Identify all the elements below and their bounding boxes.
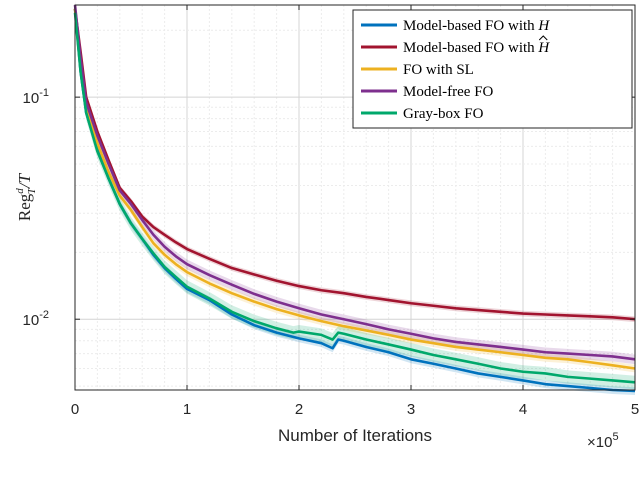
x-tick-label: 0: [71, 401, 79, 418]
confidence-bands: [75, 0, 635, 395]
series-line-1: [73, 8, 636, 321]
y-tick-label: 10-1: [23, 87, 49, 107]
legend-entry: FO with SL: [403, 62, 474, 78]
x-tick-label: 4: [519, 401, 527, 418]
y-tick-label: 10-2: [23, 309, 49, 329]
x-multiplier: ×105: [587, 431, 619, 451]
axis-labels: Number of Iterations ×105 RegdT/T: [14, 172, 619, 451]
axes-box: [74, 4, 636, 391]
series-line-2: [73, 8, 636, 370]
legend-entry: Model-based FO with H: [403, 18, 550, 34]
legend-box: [352, 9, 633, 129]
x-axis-label: Number of Iterations: [278, 426, 432, 445]
x-tick-label: 1: [183, 401, 191, 418]
grid-lines: [74, 5, 636, 390]
hat-accent: [538, 35, 548, 41]
series-lines: [73, 4, 636, 393]
x-tick-label: 2: [295, 401, 303, 418]
series-line-4: [73, 12, 636, 384]
y-axis-label: RegdT/T: [14, 172, 38, 221]
x-tick-label: 3: [407, 401, 415, 418]
legend-entry: Model-based FO with H: [403, 40, 550, 56]
x-tick-label: 5: [631, 401, 639, 418]
legend: Model-based FO with H Model-based FO with…: [352, 9, 633, 129]
band-3: [75, 0, 635, 365]
legend-entry: Gray-box FO: [403, 106, 484, 122]
axis-ticks: 0 1 2 3 4 5 10-1 10-2: [23, 5, 639, 418]
series-line-3: [73, 4, 636, 361]
legend-entry: Model-free FO: [403, 84, 494, 100]
